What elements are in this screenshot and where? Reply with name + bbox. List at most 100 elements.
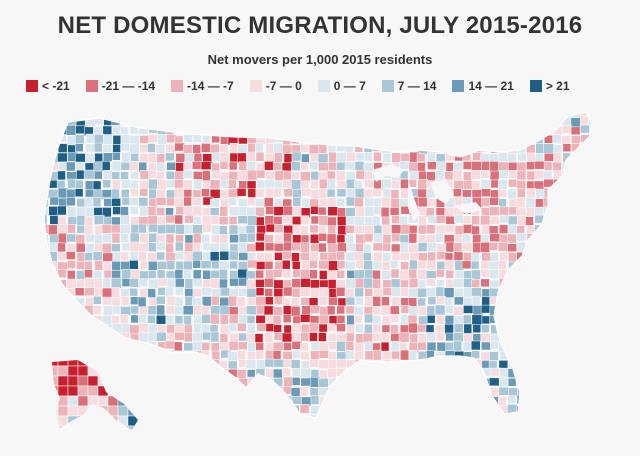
county-tile	[44, 386, 51, 396]
county-tile	[570, 126, 581, 136]
county-tile	[201, 287, 213, 296]
county-tile	[337, 134, 349, 144]
county-tile	[543, 322, 555, 333]
county-tile	[192, 205, 203, 217]
county-tile	[52, 385, 59, 397]
county-tile	[508, 170, 518, 179]
county-tile	[508, 252, 517, 263]
county-tile	[318, 287, 329, 298]
county-tile	[265, 112, 276, 117]
county-tile	[317, 206, 327, 216]
county-tile	[579, 124, 591, 134]
county-tile	[201, 112, 212, 117]
county-tile	[66, 341, 78, 352]
county-tile	[346, 152, 356, 162]
county-tile	[192, 288, 203, 298]
county-tile	[219, 342, 230, 351]
county-tile	[44, 405, 50, 415]
county-tile	[273, 216, 283, 225]
county-tile	[426, 314, 436, 324]
county-tile	[147, 270, 157, 279]
county-tile	[480, 115, 490, 127]
county-tile	[84, 115, 96, 127]
legend-label: -21 — -14	[101, 79, 156, 93]
county-tile	[103, 216, 112, 226]
county-tile	[318, 259, 329, 270]
county-tile	[101, 359, 112, 369]
county-tile	[589, 297, 592, 309]
county-tile	[435, 214, 447, 224]
county-tile	[255, 287, 265, 296]
county-tile	[399, 134, 409, 144]
county-tile	[174, 368, 184, 380]
county-tile	[562, 143, 572, 152]
county-tile	[453, 369, 463, 379]
county-tile	[480, 405, 490, 416]
county-tile	[516, 414, 526, 418]
county-tile	[87, 395, 99, 407]
county-tile	[67, 350, 79, 360]
county-tile	[147, 305, 158, 315]
county-tile	[238, 396, 249, 407]
county-tile	[201, 188, 210, 197]
county-tile	[589, 133, 592, 144]
county-tile	[283, 232, 292, 244]
county-tile	[570, 385, 580, 395]
county-tile	[75, 313, 85, 324]
county-tile	[92, 342, 103, 354]
county-tile	[165, 422, 173, 431]
county-tile	[138, 124, 149, 135]
county-tile	[201, 360, 210, 370]
county-tile	[255, 342, 264, 352]
legend-swatch	[381, 80, 394, 92]
county-tile	[165, 413, 175, 418]
county-tile	[481, 296, 490, 307]
county-tile	[174, 423, 182, 431]
county-tile	[57, 242, 66, 253]
county-tile	[74, 287, 85, 296]
county-tile	[175, 153, 187, 163]
county-tile	[463, 252, 473, 262]
county-tile	[228, 224, 239, 236]
county-tile	[381, 196, 391, 208]
county-tile	[255, 269, 264, 279]
county-tile	[426, 305, 436, 317]
county-tile	[499, 234, 509, 244]
county-tile	[526, 369, 535, 379]
county-tile	[310, 117, 319, 128]
county-tile	[157, 116, 169, 127]
county-tile	[471, 314, 483, 326]
county-tile	[571, 179, 582, 189]
county-tile	[444, 305, 454, 314]
county-tile	[264, 252, 273, 263]
county-tile	[354, 287, 364, 298]
county-tile	[76, 342, 86, 351]
county-tile	[210, 422, 218, 431]
county-tile	[175, 395, 187, 405]
county-tile	[588, 112, 592, 119]
county-tile	[210, 387, 220, 398]
county-tile	[507, 144, 518, 155]
county-tile	[417, 323, 427, 333]
county-tile	[218, 115, 229, 126]
county-tile	[184, 214, 195, 224]
legend-item: > 21	[529, 79, 570, 93]
county-tile	[355, 260, 364, 269]
county-tile	[202, 223, 212, 233]
county-tile	[220, 314, 229, 325]
county-tile	[461, 405, 473, 416]
county-tile	[417, 341, 427, 351]
county-tile	[535, 269, 547, 280]
county-tile	[444, 323, 454, 335]
county-tile	[580, 341, 591, 352]
county-tile	[290, 134, 300, 145]
county-tile	[426, 135, 437, 146]
county-tile	[228, 171, 239, 181]
county-tile	[326, 188, 336, 198]
county-tile	[238, 112, 250, 116]
county-tile	[183, 360, 193, 369]
county-tile	[156, 153, 166, 164]
county-tile	[434, 387, 445, 398]
county-tile	[164, 286, 174, 297]
county-tile	[327, 323, 336, 332]
